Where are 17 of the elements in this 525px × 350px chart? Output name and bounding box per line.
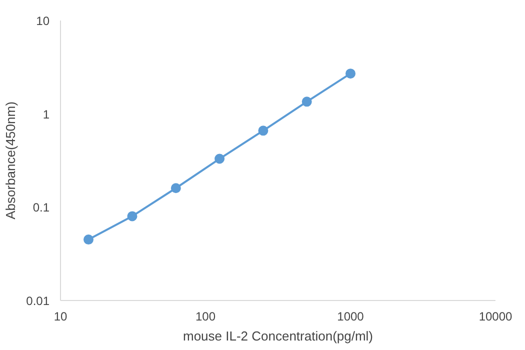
x-axis-title: mouse IL-2 Concentration(pg/ml) bbox=[182, 328, 374, 344]
y-tick-label: 10 bbox=[36, 14, 50, 28]
x-tick-label: 10 bbox=[54, 310, 68, 324]
y-tick-label: 0.01 bbox=[26, 294, 50, 308]
y-tick-label: 0.1 bbox=[32, 200, 50, 215]
y-tick-label: 1 bbox=[42, 107, 50, 122]
x-tick-label: 100 bbox=[195, 310, 216, 324]
x-tick-label: 1000 bbox=[337, 310, 364, 324]
y-axis-title: Absorbance(450nm) bbox=[3, 102, 18, 220]
point bbox=[302, 96, 312, 107]
x-tick-label: 10000 bbox=[478, 310, 513, 324]
point bbox=[346, 68, 356, 79]
point bbox=[127, 211, 138, 222]
point bbox=[170, 183, 181, 194]
point bbox=[258, 126, 268, 136]
point bbox=[214, 154, 225, 164]
point bbox=[84, 234, 94, 245]
